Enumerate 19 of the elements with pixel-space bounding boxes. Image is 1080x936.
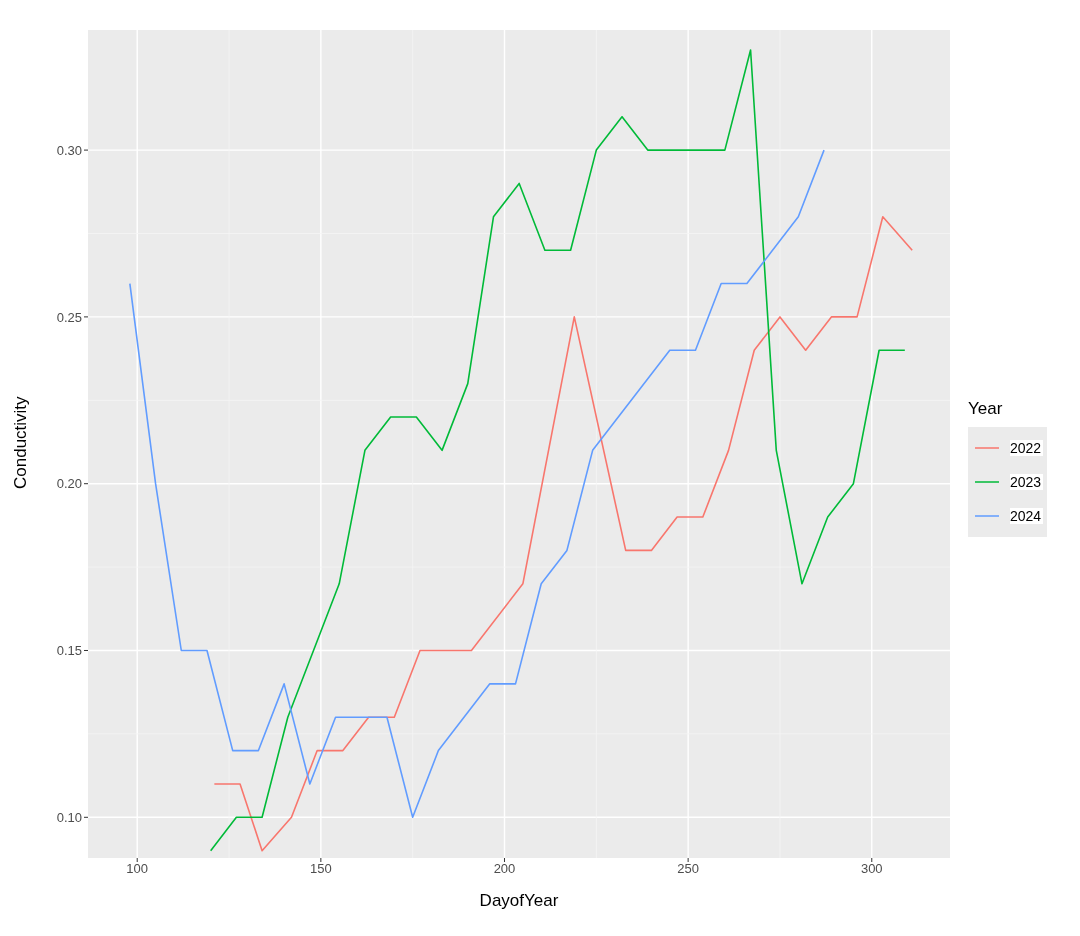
line-series [209,49,906,852]
legend-label: 2022 [1010,440,1044,456]
x-tick-label: 200 [493,861,516,877]
x-tick-label: 250 [677,861,699,877]
line-series [213,216,913,852]
line-series [129,149,825,819]
y-axis-title: Conductivity [11,395,31,489]
y-tick-label: 0.25 [56,309,82,325]
y-tick-label: 0.10 [56,809,82,825]
legend-label: 2024 [1010,508,1044,524]
x-axis-title: DayofYear [479,891,559,910]
legend-label: 2023 [1010,474,1044,490]
x-tick-label: 100 [126,861,149,877]
y-tick-label: 0.30 [56,142,82,158]
y-tick-label: 0.15 [56,643,82,659]
x-tick-label: 300 [860,861,883,877]
x-tick-label: 150 [310,861,332,877]
y-tick-label: 0.20 [56,476,82,492]
legend-title: Year [968,399,1004,419]
